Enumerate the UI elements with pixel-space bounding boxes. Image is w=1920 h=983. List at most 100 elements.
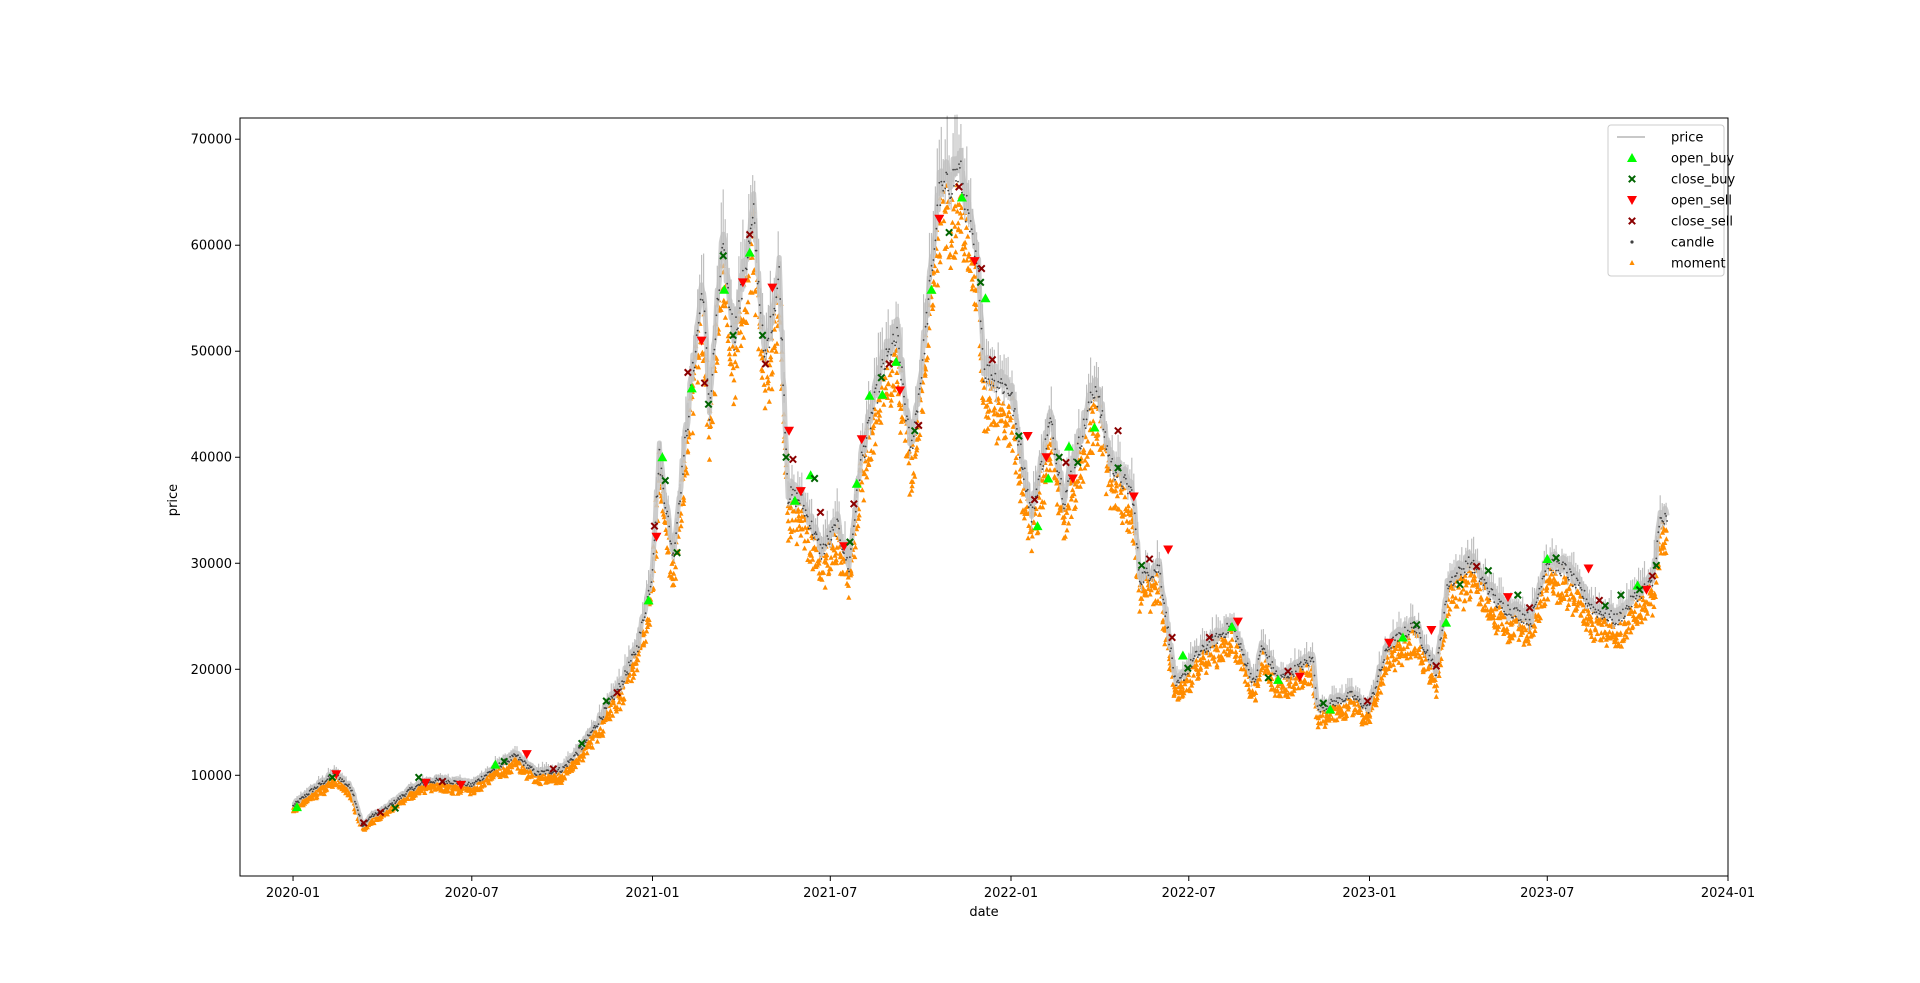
candle-point [1522, 622, 1525, 624]
candle-point [1482, 584, 1485, 586]
candle-point [1525, 622, 1528, 625]
moment-point [722, 314, 728, 320]
moment-point [879, 384, 885, 390]
candle-point [738, 300, 740, 302]
candle-point [1358, 698, 1361, 701]
moment-point [1420, 660, 1426, 665]
candle-point [745, 268, 748, 271]
candle-point [1105, 448, 1108, 451]
moment-point [1189, 679, 1195, 685]
moment-point [1233, 649, 1239, 654]
candle-point [1335, 700, 1337, 703]
candle-point [1444, 603, 1446, 606]
candle-point [1266, 657, 1269, 659]
candle-point [707, 393, 710, 395]
moment-point [1279, 688, 1285, 694]
candle-point [1005, 384, 1007, 386]
candle-point [1021, 468, 1024, 471]
moment-point [575, 760, 581, 765]
moment-point [630, 664, 636, 670]
candle-point [1664, 512, 1666, 515]
moment-point [907, 491, 913, 497]
candle-point [761, 324, 764, 327]
candle-point [1621, 620, 1623, 622]
moment-point [1035, 529, 1041, 535]
moment-point [1138, 600, 1144, 606]
candle-point [1483, 578, 1486, 581]
candle-point [623, 680, 625, 683]
candle-point [1104, 431, 1107, 433]
candle-point [1533, 605, 1536, 608]
moment-point [876, 416, 882, 422]
candle-point [1169, 650, 1171, 652]
candle-point [1170, 647, 1172, 650]
candle-point [1302, 663, 1305, 666]
candle-point [867, 419, 870, 422]
moment-point [1005, 421, 1011, 427]
candle-point [1344, 699, 1346, 702]
candle-point [628, 661, 630, 664]
candle-point [1113, 474, 1115, 477]
candle-point [711, 373, 714, 376]
candle-point [518, 758, 520, 761]
candle-point [1658, 525, 1661, 528]
candle-point [893, 340, 895, 343]
candle-point [947, 189, 950, 192]
candle-point [1536, 597, 1539, 599]
moment-point [884, 395, 891, 400]
candle-point [1624, 615, 1626, 618]
candle-point [890, 354, 893, 356]
moment-point [958, 228, 964, 234]
candle-point [1268, 655, 1271, 658]
candle-point [1366, 704, 1369, 706]
candle-point [1253, 680, 1256, 683]
candle-point [920, 377, 923, 379]
candle-point [565, 763, 567, 766]
candle-point [709, 397, 712, 399]
candle-point [897, 334, 899, 337]
candle-point [1662, 520, 1665, 523]
candle-point [1292, 673, 1294, 676]
moment-point [769, 369, 776, 375]
candle-point [836, 518, 839, 521]
candle-point [849, 556, 851, 559]
moment-point [952, 223, 958, 229]
moment-point [667, 569, 674, 575]
candle-point [1640, 597, 1643, 599]
moment-point [1121, 511, 1127, 517]
moment-point [947, 251, 953, 257]
candle-point [1162, 598, 1165, 601]
candle-point [310, 788, 313, 790]
candle-point [581, 747, 584, 749]
candle-point [1315, 698, 1318, 700]
candle-point [674, 542, 676, 544]
moment-point [1221, 642, 1228, 648]
moment-point [855, 515, 862, 521]
candle-point [1527, 624, 1530, 626]
moment-point [1392, 667, 1398, 673]
candle-point [509, 756, 511, 758]
moment-point [696, 354, 702, 360]
moment-point [808, 552, 815, 558]
moment-point [1211, 654, 1217, 660]
moment-point [922, 370, 928, 376]
candle-point [1219, 633, 1222, 636]
candle-point [1406, 629, 1409, 632]
moment-point [987, 395, 993, 401]
candle-point [1255, 675, 1258, 678]
moment-point [1119, 509, 1125, 515]
candle-point [1570, 571, 1572, 573]
moment-point [1122, 494, 1128, 500]
moment-point [973, 306, 979, 312]
moment-point [1013, 455, 1019, 460]
candle-point [1109, 469, 1112, 471]
moment-point [1357, 707, 1363, 713]
candle-point [1362, 704, 1365, 707]
moment-point [1017, 478, 1023, 484]
moment-point [734, 363, 740, 369]
moment-point [1025, 535, 1031, 541]
moment-point [1412, 645, 1418, 651]
candle-point [1445, 600, 1447, 603]
candle-point [665, 512, 668, 515]
candle-point [356, 806, 358, 809]
